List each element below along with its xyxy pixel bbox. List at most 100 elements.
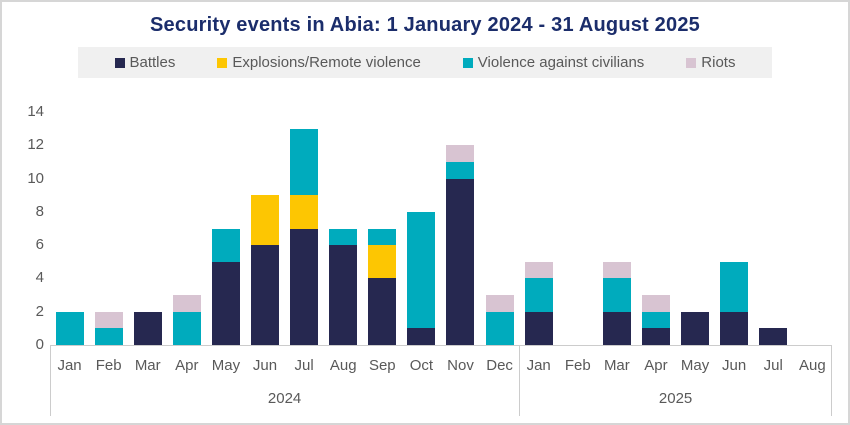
bar-stack-14	[602, 261, 631, 345]
bar-slot-8	[363, 112, 402, 345]
year-group-label: 2024	[267, 390, 302, 407]
x-tick-label: Jul	[294, 356, 314, 374]
y-tick-label: 0	[35, 336, 44, 353]
bar-segment	[172, 311, 201, 345]
bar-slot-15	[636, 112, 675, 345]
y-axis: 0 2 4 6 8 10 12 14	[2, 103, 44, 353]
x-tick-label: Sep	[368, 356, 396, 374]
bar-slot-13	[558, 112, 597, 345]
bar-slot-16	[676, 112, 715, 345]
bar-stack-15	[641, 295, 670, 345]
legend-label: Battles	[129, 54, 176, 71]
y-tick-label: 2	[35, 302, 44, 320]
bar-segment	[681, 311, 710, 345]
year-group-label: 2025	[658, 390, 693, 407]
bar-slot-7	[324, 112, 363, 345]
bar-segment	[641, 328, 670, 345]
y-tick-label: 12	[27, 136, 44, 154]
bars-row	[50, 112, 832, 345]
legend-label: Riots	[701, 54, 736, 71]
legend-label: Explosions/Remote violence	[232, 54, 421, 71]
bar-segment	[329, 245, 358, 345]
legend-label: Violence against civilians	[477, 54, 645, 71]
bar-segment	[290, 228, 319, 345]
y-tick-label: 6	[35, 236, 44, 254]
bar-segment	[251, 245, 280, 345]
month-labels-row: Jan Feb Mar Apr May Jun Jul Aug Sep Oct Nov Dec Jan F…	[50, 346, 832, 384]
bar-segment	[407, 328, 436, 345]
bar-stack-11	[485, 295, 514, 345]
chart-title: Security events in Abia: 1 January 2024 …	[150, 14, 700, 36]
legend-item-0: Battles	[114, 54, 176, 71]
bar-slot-12	[519, 112, 558, 345]
bar-segment	[641, 311, 670, 329]
bar-slot-10	[441, 112, 480, 345]
bar-stack-8	[368, 228, 397, 345]
axis-divider	[519, 346, 521, 416]
bar-segment	[211, 261, 240, 345]
bar-stack-5	[251, 195, 280, 345]
year-labels-row: 2024 2025	[50, 384, 832, 414]
bar-segment	[446, 178, 475, 345]
bar-segment	[368, 228, 397, 246]
bar-stack-2	[133, 311, 162, 345]
bar-segment	[55, 311, 84, 345]
bar-segment	[641, 295, 670, 312]
x-tick-label: Jan	[57, 356, 82, 374]
bar-segment	[485, 295, 514, 312]
x-tick-label: May	[680, 356, 710, 374]
bar-slot-0	[50, 112, 89, 345]
bar-slot-2	[128, 112, 167, 345]
bar-segment	[251, 195, 280, 246]
legend-item-3: Riots	[686, 54, 735, 71]
y-tick-label: 14	[27, 103, 44, 120]
y-tick-label: 8	[35, 202, 44, 220]
bar-slot-11	[480, 112, 519, 345]
bar-slot-3	[167, 112, 206, 345]
bar-stack-17	[720, 261, 749, 345]
x-axis: Jan Feb Mar Apr May Jun Jul Aug Sep Oct Nov Dec Jan F…	[50, 345, 832, 416]
x-tick-label: Feb	[564, 356, 591, 374]
bar-segment	[524, 261, 553, 279]
bar-segment	[602, 261, 631, 279]
bar-segment	[759, 328, 788, 345]
bar-segment	[290, 195, 319, 229]
bar-segment	[94, 311, 123, 329]
bar-slot-19	[793, 112, 832, 345]
x-tick-label: Nov	[447, 356, 474, 374]
bar-slot-1	[89, 112, 128, 345]
axis-divider	[831, 346, 832, 416]
x-tick-label: Aug	[798, 356, 826, 374]
x-tick-label: Apr	[644, 356, 668, 374]
bar-segment	[446, 145, 475, 162]
bar-slot-5	[245, 112, 284, 345]
legend-swatch-icon	[686, 57, 697, 68]
bar-slot-18	[754, 112, 793, 345]
bar-slot-17	[715, 112, 754, 345]
bar-segment	[133, 311, 162, 345]
x-tick-label: Apr	[175, 356, 199, 374]
bar-stack-3	[172, 295, 201, 345]
x-tick-label: Jul	[763, 356, 783, 374]
bar-slot-6	[285, 112, 324, 345]
bar-segment	[329, 228, 358, 246]
bar-segment	[172, 295, 201, 312]
bar-stack-10	[446, 145, 475, 345]
x-tick-label: Aug	[329, 356, 357, 374]
bar-stack-1	[94, 311, 123, 345]
legend-item-1: Explosions/Remote violence	[217, 54, 421, 71]
bar-segment	[368, 245, 397, 279]
x-tick-label: Jun	[252, 356, 278, 374]
bar-segment	[446, 161, 475, 179]
bar-segment	[524, 278, 553, 312]
plot-area	[50, 112, 832, 345]
bar-segment	[94, 328, 123, 345]
legend-swatch-icon	[114, 57, 125, 68]
bar-segment	[602, 278, 631, 312]
x-tick-label: Feb	[95, 356, 122, 374]
bar-segment	[602, 311, 631, 345]
x-tick-label: Dec	[486, 356, 513, 374]
bar-slot-14	[597, 112, 636, 345]
bar-stack-7	[329, 228, 358, 345]
x-tick-label: Mar	[603, 356, 630, 374]
